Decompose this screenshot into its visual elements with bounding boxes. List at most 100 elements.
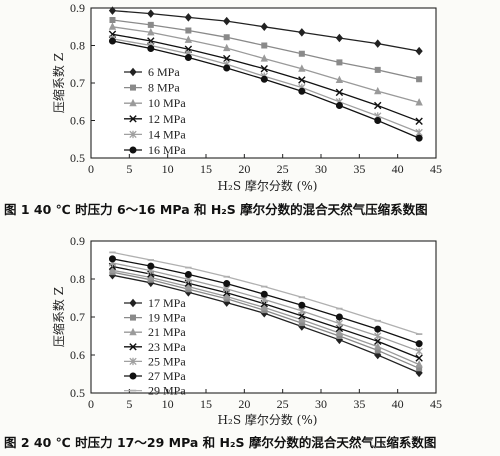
chart-1-legend-entry: 8 MPa xyxy=(124,81,180,95)
chart-1-data-point xyxy=(374,66,381,73)
chart-1-data-point xyxy=(335,88,344,97)
chart-2-legend-marker xyxy=(129,372,137,380)
chart-1-data-point xyxy=(147,21,154,28)
chart-2-data-point xyxy=(147,262,155,270)
chart-2-legend-entry: 19 MPa xyxy=(124,311,186,325)
chart-2-x-tick-label: 0 xyxy=(88,397,94,411)
chart-1-plot-area xyxy=(90,7,437,159)
chart-1-data-point xyxy=(223,54,231,63)
chart-1-data-point xyxy=(415,134,423,142)
chart-1-legend-marker xyxy=(130,84,137,91)
chart-2-legend-label: 19 MPa xyxy=(148,311,186,325)
chart-2-x-axis-label: H₂S 摩尔分数 (%) xyxy=(218,412,318,427)
chart-1-legend-marker xyxy=(129,130,137,139)
chart-1-y-axis-label: 压缩系数 Z xyxy=(51,53,66,113)
chart-1-data-point xyxy=(298,28,306,37)
chart-2-data-point xyxy=(223,280,231,288)
chart-2-data-point xyxy=(147,273,155,281)
chart-2-legend-marker xyxy=(130,314,137,321)
chart-1-data-point xyxy=(261,42,268,49)
chart-2-x-tick-label: 25 xyxy=(277,397,289,411)
chart-1-legend-entry: 16 MPa xyxy=(124,143,186,157)
chart-2-series-6 xyxy=(108,255,423,348)
chart-1-data-point xyxy=(108,22,117,30)
chart-2-y-axis-label: 压缩系数 Z xyxy=(51,287,66,347)
chart-1-x-tick-label: 35 xyxy=(353,162,365,176)
chart-2-data-point xyxy=(108,265,117,274)
chart-1-data-point xyxy=(147,28,155,36)
chart-1-data-point xyxy=(335,102,343,110)
chart-2-legend-entry: 23 MPa xyxy=(124,340,186,354)
chart-1-x-tick-label: 45 xyxy=(430,162,442,176)
chart-2-data-point xyxy=(374,342,382,350)
chart-1-x-axis-label: H₂S 摩尔分数 (%) xyxy=(218,178,318,193)
chart-1-y-tick-label: 0.5 xyxy=(70,151,85,165)
chart-1-legend-marker xyxy=(129,67,137,77)
chart-1-data-point xyxy=(185,27,192,34)
chart-2-y-tick-label: 0.6 xyxy=(70,348,85,362)
chart-2-x-tick-label: 5 xyxy=(126,397,132,411)
chart-1-series-6 xyxy=(108,37,423,142)
chart-1-data-point xyxy=(147,9,155,18)
chart-1-data-point xyxy=(260,75,268,83)
chart-2-legend-marker xyxy=(129,357,137,366)
chart-1-data-point xyxy=(223,64,231,72)
chart-2-y-tick-label: 0.5 xyxy=(70,386,85,400)
chart-1-legend-label: 8 MPa xyxy=(148,81,180,95)
chart-1-x-tick-label: 0 xyxy=(88,162,94,176)
chart-1-data-point xyxy=(415,98,423,106)
chart-2-data-point xyxy=(335,319,344,328)
chart-1-legend-marker xyxy=(129,115,137,123)
chart-1-data-point xyxy=(184,53,192,61)
chart-2-y-tick-label: 0.7 xyxy=(70,310,85,324)
chart-2-plot-area xyxy=(90,240,437,394)
chart-1-data-point xyxy=(416,76,423,83)
chart-1-legend-entry: 6 MPa xyxy=(124,65,180,79)
chart-1-data-point xyxy=(335,75,344,83)
chart-1-data-point xyxy=(336,59,343,66)
chart-2-x-tick-label: 10 xyxy=(162,397,174,411)
chart-1-x-tick-label: 10 xyxy=(162,162,174,176)
chart-2-data-point xyxy=(374,325,382,333)
chart-1-legend-entry: 14 MPa xyxy=(124,127,186,141)
chart-2-data-point xyxy=(260,290,268,298)
chart-2-x-tick-label: 40 xyxy=(392,397,404,411)
chart-1-data-point xyxy=(109,16,116,23)
chart-2-legend-label: 29 MPa xyxy=(148,384,186,398)
chart-1: 0 5 10 15 20 25 30 35 40 45 0.5 0.6 0.7 0.8 0.9 H₂S 摩尔分… xyxy=(51,1,442,193)
chart-2-legend-marker xyxy=(129,343,137,351)
chart-1-data-point xyxy=(260,54,268,62)
chart-1-legend-label: 16 MPa xyxy=(148,143,186,157)
chart-2-legend-label: 25 MPa xyxy=(148,354,186,368)
chart-1-data-point xyxy=(335,33,343,43)
chart-2-legend-entry: 21 MPa xyxy=(124,325,186,339)
chart-2-x-tick-label: 15 xyxy=(200,397,212,411)
chart-1-legend-label: 6 MPa xyxy=(148,65,180,79)
chart-2-y-tick-label: 0.9 xyxy=(70,234,85,248)
chart-1-data-point xyxy=(298,87,306,95)
chart-1-y-tick-label: 0.9 xyxy=(70,1,85,15)
chart-2-x-tick-label: 45 xyxy=(430,397,442,411)
chart-1-x-tick-label: 25 xyxy=(277,162,289,176)
chart-1-legend-label: 14 MPa xyxy=(148,127,186,141)
chart-2-data-point xyxy=(223,292,231,300)
chart-2-x-tick-label: 35 xyxy=(353,397,365,411)
chart-2-data-point xyxy=(374,332,382,340)
chart-2-legend-label: 17 MPa xyxy=(148,296,186,310)
chart-1-data-point xyxy=(298,64,306,72)
chart-1-caption: 图 1 40 ℃ 时压力 6～16 MPa 和 H₂S 摩尔分数的混合天然气压缩… xyxy=(4,202,428,217)
chart-1-data-point xyxy=(184,35,193,43)
chart-2: 0 5 10 15 20 25 30 35 40 45 0.5 0.6 0.7 0.8 0.9 H₂S 摩尔分… xyxy=(51,234,442,427)
chart-2-data-point xyxy=(374,337,382,346)
chart-2-data-point xyxy=(415,340,423,348)
chart-2-x-tick-label: 20 xyxy=(238,397,250,411)
chart-2-data-point xyxy=(184,282,193,290)
chart-1-data-point xyxy=(260,22,268,32)
chart-1-y-tick-label: 0.6 xyxy=(70,114,85,128)
chart-2-x-tick-label: 30 xyxy=(315,397,327,411)
chart-2-legend-entry: 17 MPa xyxy=(124,296,186,310)
chart-1-data-point xyxy=(223,34,230,41)
chart-1-data-point xyxy=(298,76,306,84)
